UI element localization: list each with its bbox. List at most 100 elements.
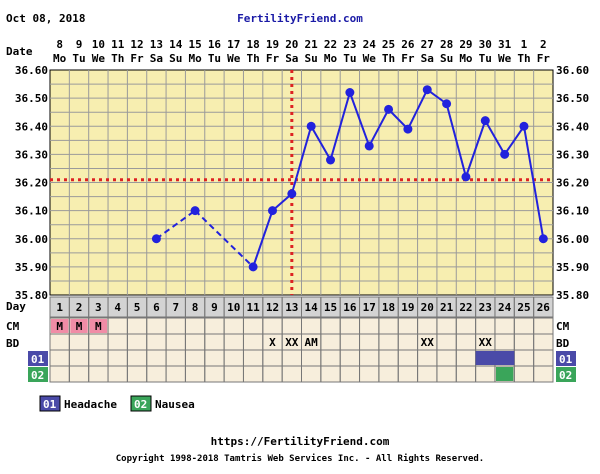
cycle-day-label: 1: [56, 301, 63, 314]
cycle-day-label: 18: [382, 301, 395, 314]
y-axis-right: 35.80 35.90 36.00 36.10 36.20 36.30 36.40 36.50…: [556, 64, 589, 302]
temperature-point[interactable]: [364, 141, 374, 151]
weekday-label: Mo: [324, 52, 338, 65]
series-segment: [522, 126, 545, 239]
cycle-day-label: 23: [479, 301, 492, 314]
bd-mark: XX: [421, 336, 435, 349]
series-segment: [252, 210, 274, 268]
y-tick-label: 36.40: [15, 120, 48, 133]
temperature-point[interactable]: [306, 121, 316, 131]
cycle-day-label: 3: [95, 301, 102, 314]
date-label: 28: [440, 38, 453, 51]
weekday-label: We: [498, 52, 512, 65]
series-segment: [155, 209, 196, 240]
cycle-day-label: 6: [153, 301, 160, 314]
temperature-point[interactable]: [403, 124, 413, 134]
date-label: 20: [285, 38, 298, 51]
y-tick-label-right: 36.50: [556, 92, 589, 105]
temperature-point[interactable]: [519, 121, 529, 131]
symptom-02-row-label: 02: [31, 369, 44, 382]
cycle-day-label: 25: [517, 301, 530, 314]
cycle-day-label: 19: [401, 301, 414, 314]
series-segment: [407, 89, 429, 130]
symptom-01-mark: [475, 351, 495, 365]
weekday-label: Su: [169, 52, 182, 65]
temperature-point[interactable]: [422, 85, 432, 95]
series-segment: [387, 108, 409, 130]
cm-row-label: CM: [6, 320, 20, 333]
y-tick-label-right: 35.90: [556, 261, 589, 274]
date-label: 13: [150, 38, 163, 51]
legend-code-02: 02: [134, 398, 147, 411]
temperature-point[interactable]: [190, 206, 200, 216]
symptom-02-row-label-bg: [28, 367, 48, 382]
date-label: 31: [498, 38, 512, 51]
symptom-02-row-label-right: 02: [559, 369, 572, 382]
legend-label-01: Headache: [64, 398, 117, 411]
temperature-point[interactable]: [384, 104, 394, 114]
bd-mark: XX: [479, 336, 493, 349]
cycle-day-label: 24: [498, 301, 512, 314]
temperature-point[interactable]: [267, 206, 277, 216]
cycle-day-label: 2: [76, 301, 83, 314]
footer-url[interactable]: https://FertilityFriend.com: [211, 435, 390, 448]
cycle-day-label: 14: [305, 301, 319, 314]
legend-label-02: Nausea: [155, 398, 195, 411]
symptom-01-row-label-right-bg: [556, 351, 576, 366]
cm-row-label-right: CM: [556, 320, 570, 333]
temperature-point[interactable]: [326, 155, 336, 165]
y-tick-label: 36.30: [15, 148, 48, 161]
weekday-label: Su: [305, 52, 318, 65]
weekday-label: Tu: [72, 52, 85, 65]
weekday-label: Su: [440, 52, 453, 65]
bd-mark: X: [269, 336, 276, 349]
weekday-label: Th: [382, 52, 395, 65]
symptom-01-row-label-right: 01: [559, 353, 573, 366]
weekday-label: Tu: [208, 52, 221, 65]
weekday-row: Mo Tu We Th Fr Sa Su Mo Tu We Th Fr Sa Su Mo Tu We Th Fr Sa…: [53, 52, 550, 65]
temperature-point[interactable]: [442, 99, 452, 109]
temperature-point[interactable]: [500, 149, 510, 159]
temperature-point[interactable]: [151, 234, 161, 244]
weekday-label: Mo: [53, 52, 67, 65]
temperature-point[interactable]: [248, 262, 258, 272]
date-label: 10: [92, 38, 105, 51]
cm-mark-bg: [70, 319, 88, 333]
temperature-point[interactable]: [287, 189, 297, 199]
date-label: 18: [247, 38, 260, 51]
cycle-day-label: 17: [363, 301, 376, 314]
cycle-day-label: 7: [172, 301, 179, 314]
weekday-label: Th: [247, 52, 260, 65]
cycle-day-label: 26: [537, 301, 551, 314]
symptom-01-mark: [494, 351, 515, 365]
weekday-label: Fr: [130, 52, 144, 65]
cm-mark: M: [76, 320, 83, 333]
weekday-label: Sa: [421, 52, 434, 65]
y-tick-label: 35.80: [15, 289, 48, 302]
symptom-02-row-label-right-bg: [556, 367, 576, 382]
date-label: 21: [305, 38, 319, 51]
weekday-label: Sa: [285, 52, 298, 65]
date-label: 26: [401, 38, 415, 51]
temperature-point[interactable]: [480, 116, 490, 126]
cycle-day-label: 5: [134, 301, 141, 314]
date-label: 2: [540, 38, 547, 51]
series-segment: [484, 120, 506, 155]
site-title[interactable]: FertilityFriend.com: [237, 12, 363, 25]
y-tick-label-right: 35.80: [556, 289, 589, 302]
weekday-label: Tu: [479, 52, 492, 65]
cm-mark: M: [95, 320, 102, 333]
series-segment: [310, 125, 332, 161]
temperature-point[interactable]: [538, 234, 548, 244]
plot-grid: [50, 70, 553, 295]
date-label: 15: [188, 38, 201, 51]
weekday-label: We: [227, 52, 241, 65]
temperature-point[interactable]: [345, 88, 355, 97]
cycle-day-label: 11: [247, 301, 261, 314]
temperature-point[interactable]: [461, 172, 471, 182]
weekday-label: Tu: [343, 52, 356, 65]
date-label: 29: [459, 38, 472, 51]
y-tick-label-right: 36.10: [556, 205, 589, 218]
date-label: 23: [343, 38, 356, 51]
